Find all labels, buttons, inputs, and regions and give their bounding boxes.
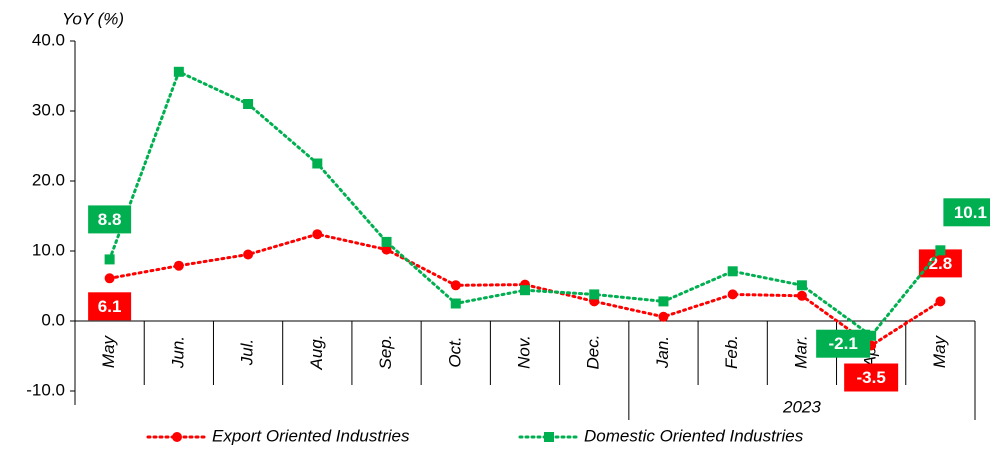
point — [658, 296, 669, 307]
data-label: -2.1 — [829, 334, 858, 353]
y-tick-label: 30.0 — [32, 100, 65, 119]
x-tick-label: May — [930, 334, 949, 368]
point — [173, 66, 184, 77]
point — [935, 296, 946, 307]
point — [312, 158, 323, 169]
group-label: 2023 — [782, 397, 821, 416]
point — [935, 245, 946, 256]
x-tick-label: Sep. — [376, 335, 395, 370]
data-label-box — [88, 292, 132, 321]
x-tick-label: Jan. — [653, 336, 672, 369]
point — [104, 273, 115, 284]
point — [796, 290, 807, 301]
data-label: 10.1 — [954, 203, 987, 222]
data-label-box — [816, 329, 871, 358]
x-tick-label: Dec. — [584, 335, 603, 370]
point — [173, 260, 184, 271]
point — [381, 244, 392, 255]
data-label-box — [844, 363, 899, 392]
y-tick-label: 10.0 — [32, 240, 65, 259]
x-tick-label: Feb. — [722, 335, 741, 369]
y-tick-label: 20.0 — [32, 170, 65, 189]
data-label-box — [943, 198, 990, 227]
legend-label: Export Oriented Industries — [212, 426, 410, 445]
x-tick-label: Oct. — [445, 336, 464, 367]
data-label-box — [88, 205, 132, 234]
legend-marker — [172, 432, 182, 442]
point — [381, 236, 392, 247]
point — [450, 298, 461, 309]
x-tick-label: May — [99, 334, 118, 368]
point — [866, 330, 877, 341]
x-tick-label: Aug. — [307, 335, 326, 371]
point — [104, 254, 115, 265]
point — [243, 99, 254, 109]
y-tick-label: -10.0 — [26, 380, 65, 399]
point — [658, 311, 669, 322]
x-tick-label: Nov. — [514, 335, 533, 369]
point — [520, 285, 530, 296]
point — [450, 280, 461, 291]
legend-marker — [544, 432, 554, 442]
legend-label: Domestic Oriented Industries — [584, 426, 804, 445]
x-tick-label: Mar. — [791, 335, 810, 368]
point — [312, 229, 323, 240]
data-label: 6.1 — [98, 297, 122, 316]
data-label: 8.8 — [98, 210, 122, 229]
data-label: -3.5 — [857, 368, 886, 387]
point — [727, 289, 738, 300]
y-tick-label: 40.0 — [32, 30, 65, 49]
series-line — [108, 69, 942, 338]
point — [796, 280, 807, 291]
x-tick-label: Jul. — [238, 339, 257, 366]
point — [727, 266, 738, 277]
data-label: 2.8 — [929, 254, 953, 273]
point — [589, 289, 600, 300]
point — [243, 249, 254, 260]
y-axis-label: YoY (%) — [62, 9, 124, 28]
x-tick-label: Jun. — [168, 336, 187, 369]
y-tick-label: 0.0 — [41, 310, 65, 329]
